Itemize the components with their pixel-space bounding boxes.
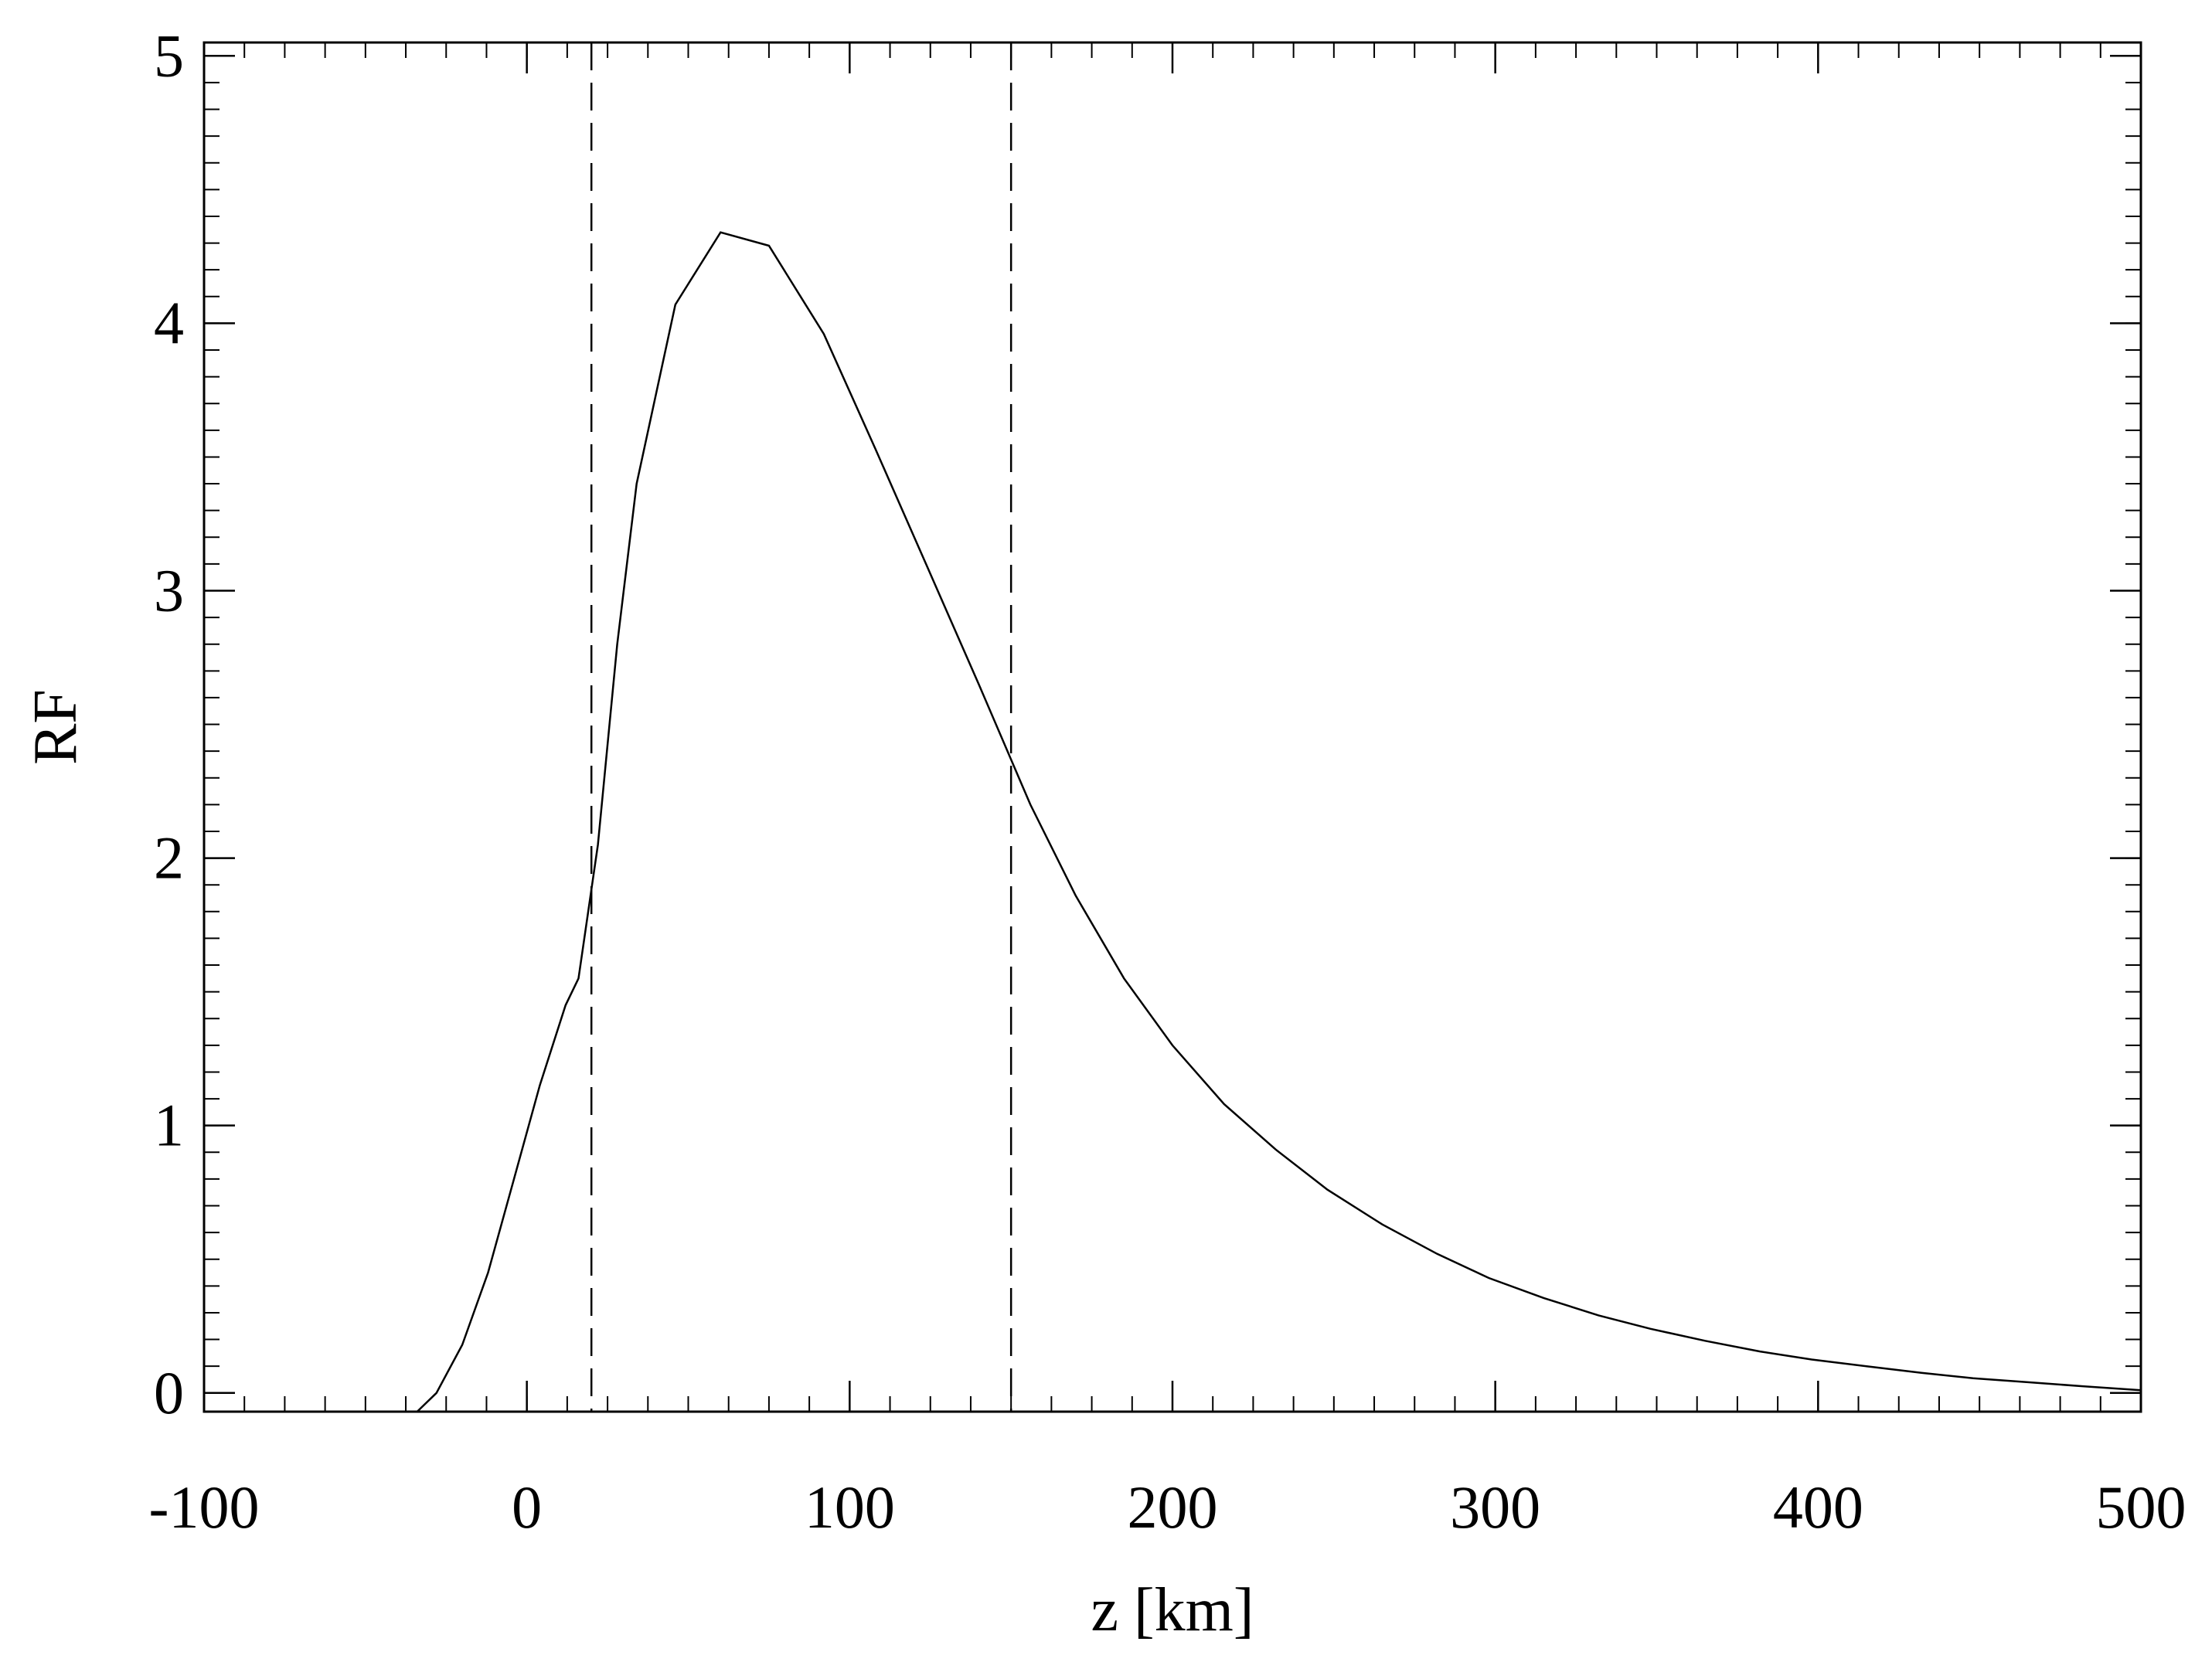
y-axis-title: RF: [22, 689, 90, 765]
x-tick-label: -100: [149, 1473, 260, 1541]
minor-ticks: [203, 42, 2142, 1412]
x-axis-title: z [km]: [1091, 1576, 1254, 1644]
x-tick-labels: -100 0 100 200 300 400 500: [149, 1473, 2186, 1541]
y-tick-label: 2: [154, 824, 184, 892]
series-line: [416, 231, 2142, 1412]
x-tick-label: 400: [1773, 1473, 1863, 1541]
x-tick-label: 300: [1450, 1473, 1540, 1541]
x-tick-label: 0: [512, 1473, 542, 1541]
y-tick-label: 3: [154, 556, 184, 624]
reference-lines: [590, 42, 1012, 1412]
x-tick-label: 500: [2096, 1473, 2186, 1541]
y-tick-label: 5: [154, 22, 184, 89]
plot-frame: [202, 41, 2142, 1413]
y-tick-label: 4: [154, 289, 184, 356]
y-tick-label: 0: [154, 1359, 184, 1426]
major-ticks: [202, 42, 2142, 1412]
y-tick-labels: 0 1 2 3 4 5: [154, 22, 184, 1426]
y-tick-label: 1: [154, 1092, 184, 1159]
x-tick-label: 200: [1128, 1473, 1218, 1541]
x-tick-label: 100: [805, 1473, 895, 1541]
